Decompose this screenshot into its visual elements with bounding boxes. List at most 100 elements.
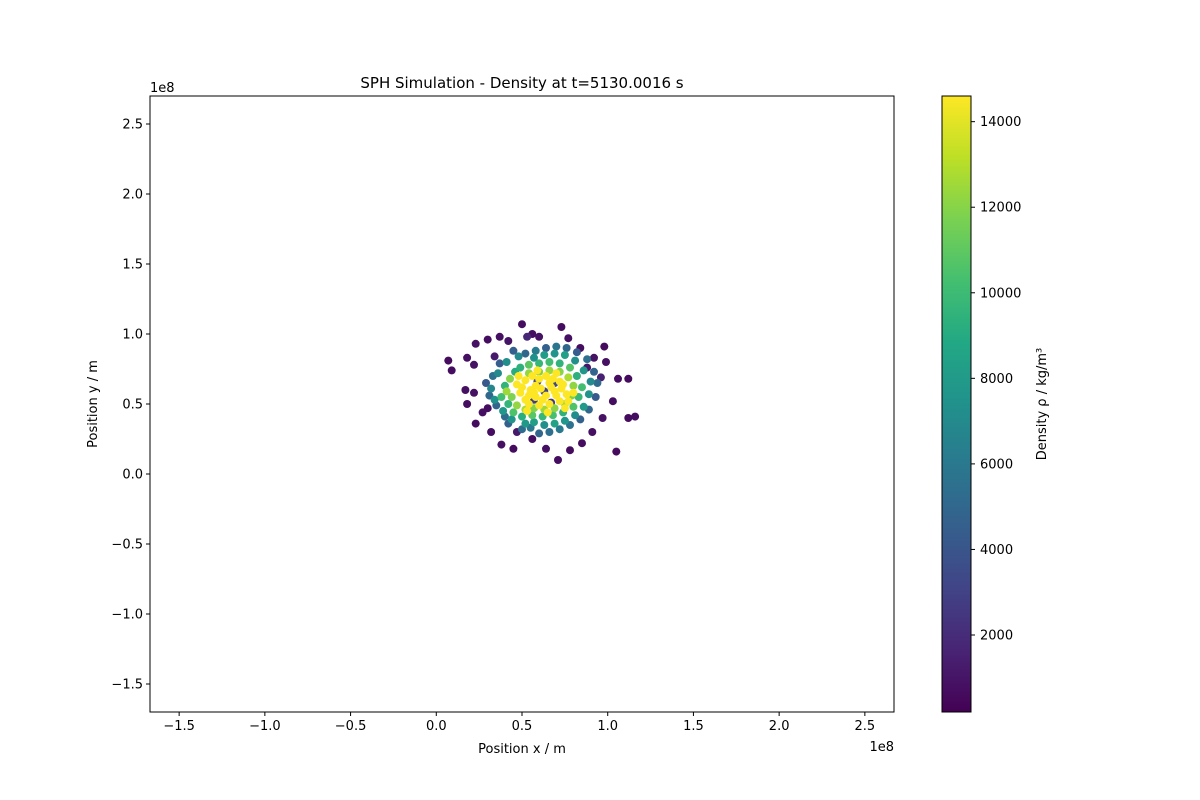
scatter-point	[497, 440, 506, 449]
scatter-point	[602, 358, 610, 366]
scatter-point	[614, 374, 622, 383]
scatter-point	[521, 349, 530, 358]
scatter-point	[552, 342, 561, 351]
scatter-point	[555, 397, 564, 406]
scatter-point	[470, 360, 478, 369]
scatter-point	[524, 400, 533, 408]
scatter-point	[569, 381, 578, 390]
scatter-point	[502, 358, 511, 366]
y-offset-label: 1e8	[150, 81, 175, 96]
scatter-point	[535, 359, 544, 368]
scatter-point	[487, 428, 496, 436]
scatter-point	[514, 352, 523, 361]
x-tick-label: 1.5	[683, 719, 704, 734]
scatter-point	[504, 400, 513, 408]
scatter-point	[560, 416, 569, 425]
scatter-point	[461, 386, 470, 394]
scatter-point	[516, 363, 525, 372]
scatter-point	[572, 372, 581, 380]
scatter-point	[545, 379, 554, 387]
scatter-point	[552, 369, 561, 378]
colorbar-tick-label: 14000	[980, 115, 1021, 130]
y-tick-label: 0.5	[122, 398, 143, 413]
x-tick-label: −1.5	[163, 719, 195, 734]
scatter-point	[612, 447, 621, 456]
scatter-point	[463, 353, 472, 362]
scatter-point	[507, 415, 516, 424]
scatter-point	[550, 419, 559, 428]
scatter-point	[528, 435, 537, 443]
y-tick-label: 1.0	[122, 328, 143, 343]
scatter-point	[579, 366, 588, 375]
y-tick-label: −0.5	[111, 538, 143, 553]
scatter-point	[518, 412, 526, 421]
scatter-point	[487, 384, 496, 393]
scatter-point	[530, 418, 538, 427]
scatter-point	[578, 383, 586, 392]
scatter-point	[531, 346, 540, 355]
scatter-point	[631, 412, 640, 421]
scatter-point	[579, 402, 588, 411]
scatter-point	[590, 367, 598, 376]
x-tick-label: 0.5	[512, 719, 533, 734]
scatter-point	[584, 390, 593, 399]
y-tick-label: 1.5	[122, 258, 143, 273]
scatter-point	[470, 388, 478, 397]
scatter-point	[571, 356, 580, 365]
scatter-point	[490, 395, 499, 404]
colorbar-tick-label: 2000	[980, 629, 1013, 644]
scatter-point	[535, 374, 544, 383]
scatter-point	[521, 376, 530, 385]
colorbar-tick-label: 8000	[980, 372, 1013, 387]
x-tick-label: 1.0	[597, 719, 618, 734]
x-axis-label: Position x / m	[478, 742, 566, 757]
scatter-point	[564, 373, 573, 382]
scatter-point	[494, 369, 502, 378]
scatter-point	[545, 358, 554, 366]
scatter-point	[560, 351, 569, 359]
scatter-point	[523, 407, 532, 415]
scatter-point	[569, 388, 578, 397]
scatter-point	[600, 342, 609, 351]
scatter-point	[578, 439, 586, 448]
scatter-point	[569, 402, 578, 411]
y-tick-label: −1.0	[111, 608, 143, 623]
scatter-point	[624, 414, 633, 422]
y-axis-ticks: −1.5 −1.0 −0.5 0.0 0.5 1.0 1.5 2.0 2.5	[111, 118, 150, 693]
scatter-point	[521, 419, 530, 428]
y-tick-label: −1.5	[111, 678, 143, 693]
y-tick-label: 2.0	[122, 188, 143, 203]
scatter-point	[471, 419, 480, 428]
colorbar	[942, 96, 971, 712]
scatter-point	[497, 393, 506, 401]
y-tick-label: 2.5	[122, 118, 143, 133]
plot-frame	[149, 95, 895, 713]
scatter-point	[540, 421, 549, 429]
scatter-point	[482, 379, 490, 387]
scatter-point	[545, 428, 554, 436]
x-tick-label: −1.0	[249, 719, 281, 734]
colorbar-tick-label: 4000	[980, 543, 1013, 558]
scatter-point	[566, 446, 574, 455]
scatter-point	[555, 425, 564, 434]
x-offset-label: 1e8	[869, 740, 894, 755]
x-axis-ticks: −1.5 −1.0 −0.5 0.0 0.5 1.0 1.5 2.0 2.5	[163, 712, 875, 734]
scatter-point	[590, 353, 598, 362]
scatter-point	[495, 359, 504, 368]
scatter-point	[598, 414, 607, 422]
scatter-point	[524, 360, 533, 369]
scatter-point	[499, 407, 508, 415]
scatter-point	[495, 332, 504, 341]
scatter-point	[560, 404, 569, 413]
scatter-point	[588, 428, 597, 436]
scatter-point	[506, 374, 514, 383]
scatter-point	[528, 372, 537, 380]
scatter-point	[593, 379, 602, 387]
x-tick-label: −0.5	[335, 719, 367, 734]
scatter-point	[542, 444, 550, 453]
scatter-point	[478, 408, 487, 417]
scatter-points	[444, 320, 640, 464]
y-tick-label: 0.0	[122, 468, 143, 483]
scatter-point	[490, 352, 499, 361]
